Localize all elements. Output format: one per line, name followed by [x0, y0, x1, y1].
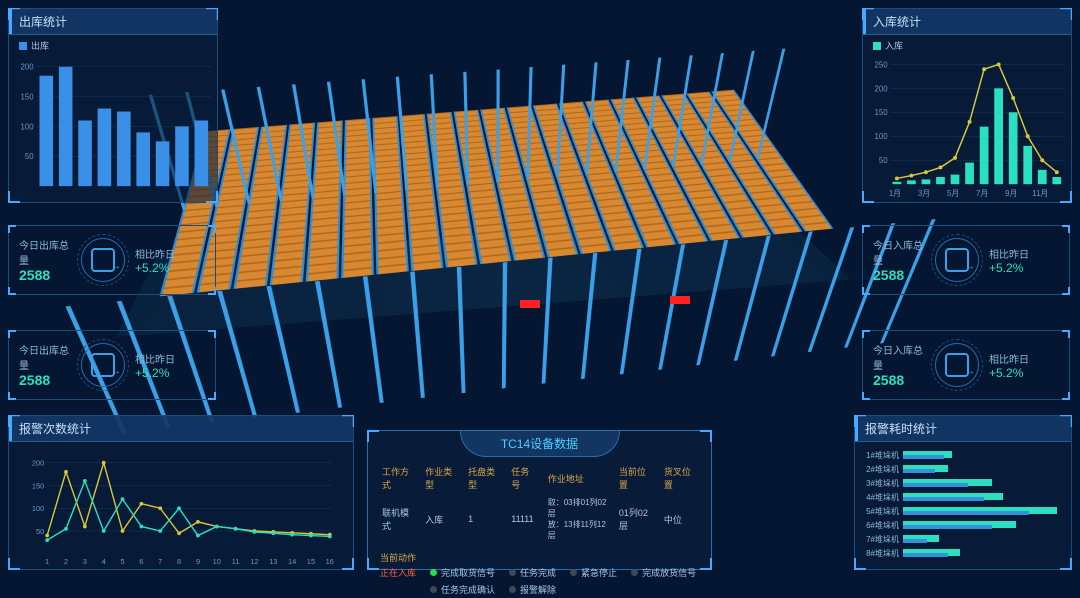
- action-value: 正在入库: [380, 566, 416, 596]
- device-cell: 中位: [660, 495, 701, 543]
- svg-text:5: 5: [120, 557, 124, 565]
- svg-text:12: 12: [250, 557, 258, 565]
- panel-title: 报警次数统计: [9, 416, 353, 442]
- svg-text:150: 150: [32, 481, 44, 490]
- svg-text:200: 200: [21, 63, 35, 72]
- device-data-panel: TC14设备数据 工作方式作业类型托盘类型任务号作业地址当前位置货叉位置 联机模…: [367, 430, 712, 570]
- stat-widget: 今日入库总量2588 相比昨日+5.2%: [862, 225, 1070, 295]
- device-cell: 入库: [421, 495, 462, 543]
- device-header: 作业类型: [421, 463, 462, 493]
- svg-text:250: 250: [875, 60, 889, 69]
- svg-text:14: 14: [288, 557, 296, 565]
- svg-text:11月: 11月: [1032, 189, 1048, 198]
- svg-text:7月: 7月: [976, 189, 988, 198]
- svg-text:5月: 5月: [947, 189, 959, 198]
- svg-text:13: 13: [269, 557, 277, 565]
- stat-widget: 今日入库总量2588 相比昨日+5.2%: [862, 330, 1070, 400]
- svg-text:6: 6: [139, 557, 143, 565]
- hbar-row: 5#堆垛机: [861, 504, 1065, 518]
- inbound-chart: 入库 501001502002501月3月5月7月9月11月: [863, 35, 1071, 204]
- inbound-stats-panel: 入库统计 入库 501001502002501月3月5月7月9月11月: [862, 8, 1072, 203]
- svg-text:15: 15: [307, 557, 315, 565]
- status-indicator: 报警解除: [509, 583, 556, 596]
- svg-text:2: 2: [64, 557, 68, 565]
- warehouse-icon: [935, 343, 979, 387]
- panel-title: 报警耗时统计: [855, 416, 1071, 442]
- device-header: 任务号: [507, 463, 542, 493]
- warehouse-icon: [935, 238, 979, 282]
- hbar-row: 2#堆垛机: [861, 462, 1065, 476]
- alarm-time-panel: 报警耗时统计 1#堆垛机2#堆垛机3#堆垛机4#堆垛机5#堆垛机6#堆垛机7#堆…: [854, 415, 1072, 570]
- outbound-bar-chart: 出库 50100150200: [9, 35, 217, 204]
- svg-text:16: 16: [326, 557, 334, 565]
- hbar-row: 4#堆垛机: [861, 490, 1065, 504]
- stat-widget: 今日出库总量2588 相比昨日+5.2%: [8, 330, 216, 400]
- device-header: 工作方式: [378, 463, 419, 493]
- svg-text:50: 50: [36, 527, 44, 536]
- hbar-row: 7#堆垛机: [861, 532, 1065, 546]
- outbound-stats-panel: 出库统计 出库 50100150200: [8, 8, 218, 203]
- device-cell: 1: [464, 495, 505, 543]
- alarm-time-hbar-chart: 1#堆垛机2#堆垛机3#堆垛机4#堆垛机5#堆垛机6#堆垛机7#堆垛机8#堆垛机: [855, 442, 1071, 571]
- device-cell: 01列02层: [615, 495, 658, 543]
- warehouse-icon: [81, 343, 125, 387]
- status-indicator: 任务完成: [509, 566, 556, 579]
- status-indicator: 紧急停止: [570, 566, 617, 579]
- hbar-row: 6#堆垛机: [861, 518, 1065, 532]
- svg-text:9月: 9月: [1005, 189, 1017, 198]
- svg-text:100: 100: [875, 132, 889, 141]
- svg-text:50: 50: [25, 152, 34, 161]
- status-indicator: 完成放货信号: [631, 566, 696, 579]
- svg-text:3月: 3月: [918, 189, 930, 198]
- svg-text:1: 1: [45, 557, 49, 565]
- stat-widget: 今日出库总量2588 相比昨日+5.2%: [8, 225, 216, 295]
- svg-text:9: 9: [196, 557, 200, 565]
- svg-text:10: 10: [213, 557, 221, 565]
- svg-text:200: 200: [875, 84, 889, 93]
- hbar-row: 1#堆垛机: [861, 448, 1065, 462]
- device-cell: 联机模式: [378, 495, 419, 543]
- device-cell: 取：03排01列02层放：13排11列12层: [544, 495, 613, 543]
- panel-title: 出库统计: [9, 9, 217, 35]
- device-header: 当前位置: [615, 463, 658, 493]
- svg-text:1月: 1月: [889, 189, 901, 198]
- alarm-count-line-chart: 5010015020012345678910111213141516: [9, 442, 353, 571]
- svg-text:50: 50: [879, 156, 888, 165]
- svg-text:100: 100: [21, 122, 35, 131]
- svg-text:150: 150: [21, 93, 35, 102]
- device-header: 作业地址: [544, 463, 613, 493]
- device-cell: 11111: [507, 495, 542, 543]
- hbar-row: 8#堆垛机: [861, 546, 1065, 560]
- device-header: 货叉位置: [660, 463, 701, 493]
- panel-title: 入库统计: [863, 9, 1071, 35]
- svg-text:150: 150: [875, 108, 889, 117]
- svg-text:4: 4: [102, 557, 106, 565]
- svg-text:11: 11: [232, 557, 240, 565]
- svg-text:100: 100: [32, 504, 44, 513]
- svg-text:8: 8: [177, 557, 181, 565]
- device-title: TC14设备数据: [460, 431, 620, 457]
- warehouse-icon: [81, 238, 125, 282]
- action-label: 当前动作: [380, 553, 416, 563]
- svg-text:200: 200: [32, 459, 44, 468]
- warehouse-3d-view[interactable]: [140, 10, 850, 390]
- status-indicator: 任务完成确认: [430, 583, 495, 596]
- svg-text:3: 3: [83, 557, 87, 565]
- hbar-row: 3#堆垛机: [861, 476, 1065, 490]
- device-header: 托盘类型: [464, 463, 505, 493]
- status-indicator: 完成取货信号: [430, 566, 495, 579]
- alarm-count-panel: 报警次数统计 501001502001234567891011121314151…: [8, 415, 354, 570]
- device-table: 工作方式作业类型托盘类型任务号作业地址当前位置货叉位置 联机模式入库111111…: [368, 457, 711, 549]
- svg-text:7: 7: [158, 557, 162, 565]
